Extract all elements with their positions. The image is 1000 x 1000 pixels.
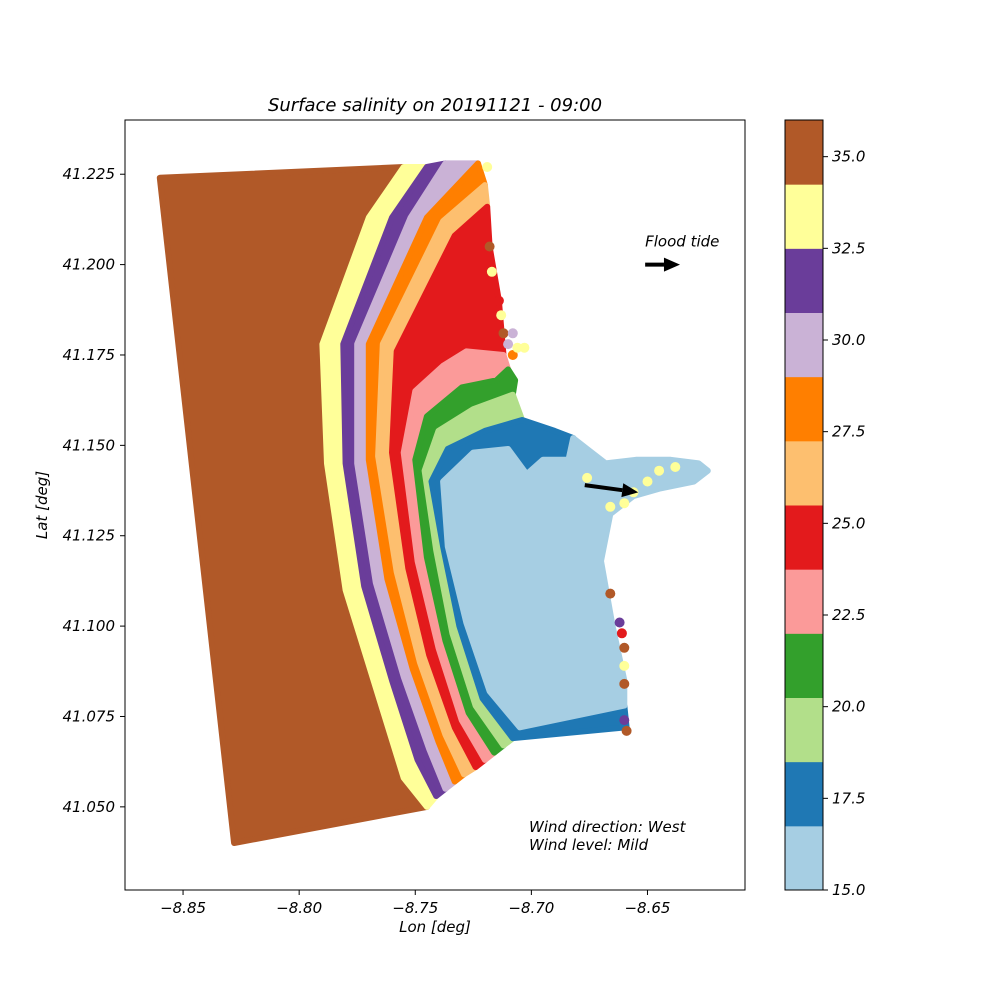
scatter-point-6 [503, 339, 514, 350]
scatter-point-17 [619, 715, 630, 726]
scatter-point-13 [619, 642, 630, 653]
scatter-point-10 [519, 342, 530, 353]
colorbar-segment-10 [785, 184, 823, 249]
scatter-point-25 [670, 462, 681, 472]
colorbar-tick-label: 35.0 [832, 148, 865, 166]
colorbar-segment-4 [785, 569, 823, 634]
scatter-point-3 [493, 295, 504, 306]
annotation-text-2: Wind level: Mild [529, 836, 649, 854]
flood-tide-arrow-head [663, 257, 680, 272]
salinity-band-11 [440, 435, 711, 731]
y-tick-label: 41.200 [63, 256, 116, 274]
scatter-point-23 [642, 476, 653, 487]
colorbar-tick-label: 22.5 [832, 606, 865, 624]
colorbar-tick-label: 20.0 [832, 698, 865, 716]
river-flow-arrow-head [621, 483, 639, 498]
scatter-point-9 [507, 328, 518, 339]
colorbar-segment-8 [785, 312, 823, 378]
colorbar-tick-label: 30.0 [832, 331, 865, 349]
scatter-point-18 [621, 725, 632, 736]
scatter-point-7 [507, 350, 518, 360]
scatter-point-21 [619, 498, 630, 509]
annotation-text-1: Wind direction: West [529, 818, 687, 836]
annotation-text-0: Flood tide [645, 233, 719, 251]
colorbar-segment-0 [785, 825, 823, 891]
chart-title: Surface salinity on 20191121 - 09:00 [268, 95, 602, 116]
colorbar-segment-7 [785, 376, 823, 442]
y-tick-label: 41.125 [63, 527, 116, 545]
scatter-point-20 [605, 501, 616, 512]
colorbar-tick-label: 17.5 [832, 789, 865, 807]
scatter-point-15 [619, 678, 630, 689]
x-tick-label: −8.75 [392, 899, 438, 917]
scatter-point-19 [582, 472, 593, 483]
y-tick-label: 41.100 [63, 617, 116, 635]
data-layer [156, 160, 711, 846]
colorbar-tick-label: 25.0 [832, 514, 865, 532]
colorbar: 15.0 17.5 20.0 22.5 25.0 27.5 30.0 32.5 35.0 [785, 120, 865, 899]
colorbar-segment-1 [785, 761, 823, 827]
scatter-point-5 [498, 328, 509, 339]
colorbar-segment-9 [785, 248, 823, 313]
scatter-point-11 [614, 617, 625, 628]
colorbar-segment-6 [785, 440, 823, 506]
scatter-point-4 [496, 310, 507, 321]
y-axis: 41.050 41.075 41.100 41.125 41.150 41.175 41.2… [63, 165, 125, 816]
x-tick-label: −8.85 [160, 899, 206, 917]
x-tick-label: −8.70 [508, 899, 554, 917]
colorbar-segment-3 [785, 633, 823, 698]
colorbar-segment-2 [785, 697, 823, 763]
scatter-point-0 [482, 162, 493, 172]
scatter-point-8 [512, 342, 523, 353]
scatter-point-12 [616, 628, 627, 639]
y-tick-label: 41.075 [63, 707, 116, 725]
x-tick-label: −8.80 [276, 899, 322, 917]
colorbar-tick-label: 27.5 [832, 423, 865, 441]
colorbar-segment-11 [785, 120, 823, 185]
x-axis-label: Lon [deg] [399, 918, 471, 936]
x-tick-label: −8.65 [624, 899, 670, 917]
plot-area-frame [124, 119, 746, 891]
colorbar-tick-label: 32.5 [832, 239, 865, 257]
y-tick-label: 41.050 [63, 798, 116, 816]
y-tick-label: 41.150 [63, 436, 116, 454]
scatter-point-1 [484, 241, 495, 252]
y-axis-label: Lat [deg] [33, 471, 51, 539]
scatter-point-14 [619, 660, 630, 671]
colorbar-frame [784, 119, 824, 891]
scatter-point-16 [605, 588, 616, 599]
y-tick-label: 41.225 [63, 165, 116, 183]
river-flow-arrow-shaft [584, 483, 623, 493]
x-axis: −8.85 −8.80 −8.75 −8.70 −8.65 [160, 890, 670, 917]
colorbar-segment-5 [785, 505, 823, 570]
colorbar-tick-label: 15.0 [832, 881, 865, 899]
scatter-point-2 [486, 266, 497, 277]
y-tick-label: 41.175 [63, 346, 116, 364]
scatter-point-24 [654, 465, 665, 476]
